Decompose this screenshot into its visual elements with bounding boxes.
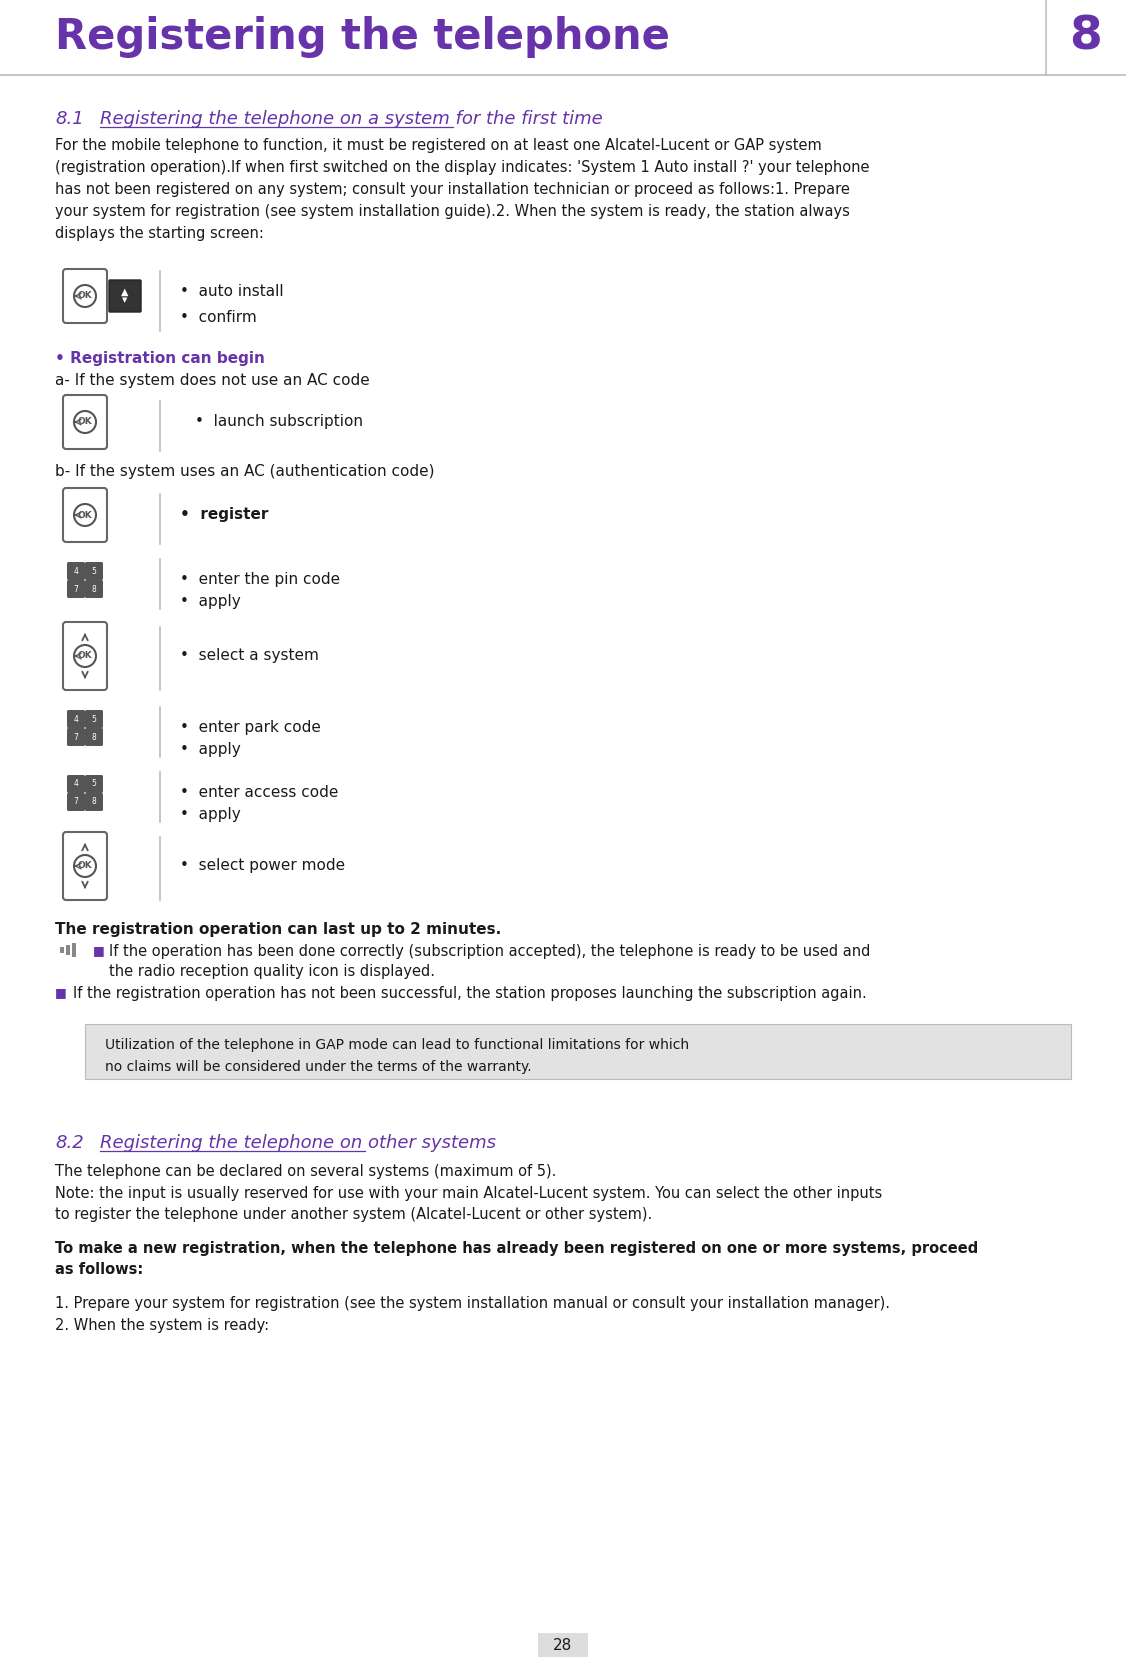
FancyBboxPatch shape bbox=[63, 622, 107, 691]
FancyBboxPatch shape bbox=[68, 775, 84, 792]
Text: ■: ■ bbox=[55, 986, 66, 999]
Text: your system for registration (see system installation guide).2. When the system : your system for registration (see system… bbox=[55, 204, 850, 219]
Text: displays the starting screen:: displays the starting screen: bbox=[55, 226, 263, 241]
Text: To make a new registration, when the telephone has already been registered on on: To make a new registration, when the tel… bbox=[55, 1242, 978, 1257]
Text: •  register: • register bbox=[180, 506, 268, 521]
FancyBboxPatch shape bbox=[63, 488, 107, 543]
FancyBboxPatch shape bbox=[63, 269, 107, 324]
Text: 7: 7 bbox=[73, 732, 79, 742]
FancyBboxPatch shape bbox=[68, 793, 84, 810]
FancyBboxPatch shape bbox=[68, 563, 84, 579]
Text: as follows:: as follows: bbox=[55, 1262, 143, 1277]
Text: the radio reception quality icon is displayed.: the radio reception quality icon is disp… bbox=[109, 964, 435, 979]
Text: 7: 7 bbox=[73, 797, 79, 807]
Text: • Registration can begin: • Registration can begin bbox=[55, 350, 265, 365]
Text: •  apply: • apply bbox=[180, 594, 241, 609]
Text: OK: OK bbox=[78, 651, 92, 661]
FancyBboxPatch shape bbox=[68, 729, 84, 745]
Text: no claims will be considered under the terms of the warranty.: no claims will be considered under the t… bbox=[105, 1061, 531, 1074]
Text: 8.1: 8.1 bbox=[55, 110, 83, 128]
Text: ▼: ▼ bbox=[123, 297, 127, 304]
FancyBboxPatch shape bbox=[84, 1024, 1071, 1079]
Text: 4: 4 bbox=[73, 566, 79, 576]
FancyBboxPatch shape bbox=[60, 946, 64, 953]
Text: •  enter the pin code: • enter the pin code bbox=[180, 573, 340, 588]
FancyBboxPatch shape bbox=[72, 943, 75, 958]
FancyBboxPatch shape bbox=[68, 581, 84, 598]
Text: If the registration operation has not been successful, the station proposes laun: If the registration operation has not be… bbox=[73, 986, 867, 1001]
Text: •  select power mode: • select power mode bbox=[180, 858, 346, 873]
Text: Registering the telephone: Registering the telephone bbox=[55, 17, 670, 58]
Text: The registration operation can last up to 2 minutes.: The registration operation can last up t… bbox=[55, 921, 501, 936]
Text: OK: OK bbox=[78, 511, 92, 520]
FancyBboxPatch shape bbox=[538, 1633, 588, 1657]
Text: 7: 7 bbox=[73, 584, 79, 594]
FancyBboxPatch shape bbox=[68, 710, 84, 727]
Text: The telephone can be declared on several systems (maximum of 5).: The telephone can be declared on several… bbox=[55, 1164, 556, 1179]
FancyBboxPatch shape bbox=[86, 563, 102, 579]
FancyBboxPatch shape bbox=[63, 832, 107, 900]
Text: 8: 8 bbox=[91, 797, 97, 807]
FancyBboxPatch shape bbox=[86, 729, 102, 745]
Text: OK: OK bbox=[78, 292, 92, 300]
Text: Utilization of the telephone in GAP mode can lead to functional limitations for : Utilization of the telephone in GAP mode… bbox=[105, 1038, 689, 1052]
Text: •  apply: • apply bbox=[180, 742, 241, 757]
Text: 4: 4 bbox=[73, 714, 79, 724]
FancyBboxPatch shape bbox=[66, 945, 70, 954]
Text: •  enter access code: • enter access code bbox=[180, 785, 339, 800]
Text: •  apply: • apply bbox=[180, 807, 241, 822]
Text: For the mobile telephone to function, it must be registered on at least one Alca: For the mobile telephone to function, it… bbox=[55, 138, 822, 153]
Text: 8: 8 bbox=[91, 584, 97, 594]
Text: 2. When the system is ready:: 2. When the system is ready: bbox=[55, 1318, 269, 1333]
Text: OK: OK bbox=[78, 862, 92, 870]
Text: If the operation has been done correctly (subscription accepted), the telephone : If the operation has been done correctly… bbox=[109, 945, 870, 959]
Text: OK: OK bbox=[78, 418, 92, 427]
Text: 5: 5 bbox=[91, 714, 97, 724]
FancyBboxPatch shape bbox=[86, 710, 102, 727]
Text: 5: 5 bbox=[91, 566, 97, 576]
Text: •  auto install: • auto install bbox=[180, 284, 284, 299]
FancyBboxPatch shape bbox=[109, 281, 141, 312]
Text: •  confirm: • confirm bbox=[180, 310, 257, 325]
Text: •  select a system: • select a system bbox=[180, 647, 319, 662]
Text: to register the telephone under another system (Alcatel-Lucent or other system).: to register the telephone under another … bbox=[55, 1207, 652, 1222]
Text: 8: 8 bbox=[1070, 15, 1102, 60]
FancyBboxPatch shape bbox=[86, 775, 102, 792]
Text: (registration operation).If when first switched on the display indicates: 'Syste: (registration operation).If when first s… bbox=[55, 159, 869, 174]
Text: has not been registered on any system; consult your installation technician or p: has not been registered on any system; c… bbox=[55, 183, 850, 198]
Text: Note: the input is usually reserved for use with your main Alcatel-Lucent system: Note: the input is usually reserved for … bbox=[55, 1185, 883, 1200]
Text: 8: 8 bbox=[91, 732, 97, 742]
Text: ■: ■ bbox=[93, 945, 105, 958]
Text: 5: 5 bbox=[91, 780, 97, 788]
Text: Registering the telephone on a system for the first time: Registering the telephone on a system fo… bbox=[100, 110, 602, 128]
Text: •  launch subscription: • launch subscription bbox=[195, 413, 363, 428]
FancyBboxPatch shape bbox=[86, 793, 102, 810]
FancyBboxPatch shape bbox=[86, 581, 102, 598]
Text: b- If the system uses an AC (authentication code): b- If the system uses an AC (authenticat… bbox=[55, 465, 435, 480]
Text: a- If the system does not use an AC code: a- If the system does not use an AC code bbox=[55, 374, 369, 388]
FancyBboxPatch shape bbox=[63, 395, 107, 448]
Text: •  enter park code: • enter park code bbox=[180, 720, 321, 735]
Text: 8.2: 8.2 bbox=[55, 1134, 83, 1152]
Text: 1. Prepare your system for registration (see the system installation manual or c: 1. Prepare your system for registration … bbox=[55, 1296, 890, 1311]
Text: Registering the telephone on other systems: Registering the telephone on other syste… bbox=[100, 1134, 495, 1152]
Text: ▲: ▲ bbox=[122, 287, 128, 297]
Text: 28: 28 bbox=[553, 1637, 573, 1652]
Text: 4: 4 bbox=[73, 780, 79, 788]
